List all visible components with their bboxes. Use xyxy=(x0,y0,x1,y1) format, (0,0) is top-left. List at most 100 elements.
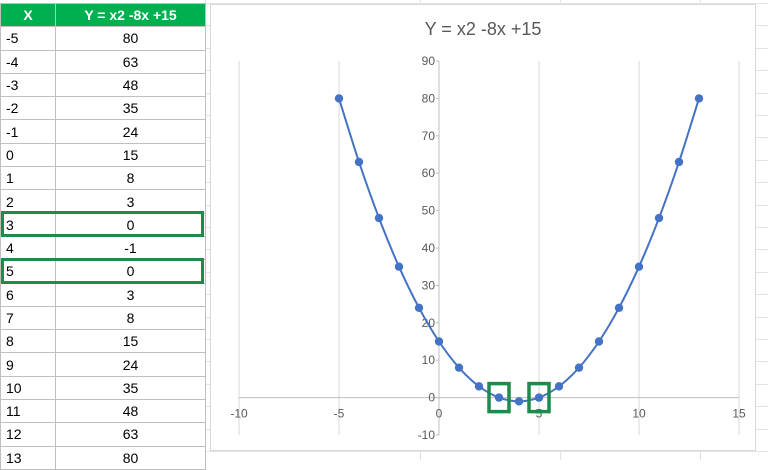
data-point xyxy=(554,382,564,391)
table-row: 4 -1 xyxy=(0,235,206,261)
cell-y[interactable]: 3 xyxy=(55,282,206,307)
data-point xyxy=(334,94,344,103)
data-table: X Y = x2 -8x +15 -5 80 -4 63 -3 48 -2 35 -1 24 0 15… xyxy=(0,2,206,470)
cell-y[interactable]: 8 xyxy=(55,166,206,191)
cell-y[interactable]: 24 xyxy=(55,352,206,377)
cell-y[interactable]: 15 xyxy=(55,142,206,168)
cell-x[interactable]: 7 xyxy=(0,305,56,331)
data-point xyxy=(514,397,524,406)
data-point xyxy=(674,157,684,167)
row-highlight-box xyxy=(1,211,204,238)
cell-x[interactable]: 6 xyxy=(0,282,56,307)
cell-y[interactable]: -1 xyxy=(55,235,206,261)
cell-x[interactable]: 12 xyxy=(0,422,56,447)
cell-y[interactable]: 8 xyxy=(55,305,206,331)
cell-x[interactable]: -1 xyxy=(0,119,56,144)
cell-y[interactable]: 48 xyxy=(55,399,206,424)
cell-x[interactable]: 4 xyxy=(0,235,56,261)
root-highlight-box xyxy=(527,381,551,414)
y-tick-label: 30 xyxy=(422,278,436,292)
cell-x[interactable]: 2 xyxy=(0,189,56,214)
data-point xyxy=(574,363,584,372)
data-point xyxy=(394,262,404,271)
grid-row-line xyxy=(205,3,768,4)
row-highlight-box xyxy=(1,257,204,285)
data-point xyxy=(534,393,544,402)
y-tick-label: 90 xyxy=(422,54,436,68)
table-row: -3 48 xyxy=(0,72,206,98)
x-tick-label: -5 xyxy=(334,407,345,421)
x-tick-label: 5 xyxy=(536,407,543,421)
y-tick-label: 50 xyxy=(422,204,436,218)
root-highlight-box xyxy=(487,381,511,414)
data-point xyxy=(594,337,604,346)
table-row: -4 63 xyxy=(0,49,206,74)
y-tick-label: -10 xyxy=(418,428,436,442)
data-point xyxy=(654,213,664,223)
y-tick-label: 0 xyxy=(428,391,435,405)
cell-x[interactable]: 13 xyxy=(0,445,56,470)
header-y[interactable]: Y = x2 -8x +15 xyxy=(55,2,206,28)
table-row: 9 24 xyxy=(0,352,206,377)
table-row: 10 35 xyxy=(0,375,206,401)
table-header-row: X Y = x2 -8x +15 xyxy=(0,2,206,28)
table-row: -1 24 xyxy=(0,119,206,144)
table-row: 12 63 xyxy=(0,422,206,447)
grid-row-line xyxy=(205,451,768,452)
data-point xyxy=(474,382,484,391)
chart-title: Y = x2 -8x +15 xyxy=(424,19,542,39)
cell-y[interactable]: 35 xyxy=(55,96,206,121)
cell-x[interactable]: -2 xyxy=(0,96,56,121)
cell-x[interactable]: 0 xyxy=(0,142,56,168)
cell-x[interactable]: 10 xyxy=(0,375,56,401)
data-point xyxy=(614,303,624,313)
cell-y[interactable]: 63 xyxy=(55,422,206,447)
table-row: 0 15 xyxy=(0,142,206,168)
header-x[interactable]: X xyxy=(0,2,56,28)
cell-y[interactable]: 80 xyxy=(55,445,206,470)
x-tick-label: 0 xyxy=(436,407,443,421)
cell-y[interactable]: 15 xyxy=(55,329,206,354)
x-tick-label: -10 xyxy=(230,407,248,421)
cell-x[interactable]: 11 xyxy=(0,399,56,424)
data-point xyxy=(494,393,504,402)
y-tick-label: 40 xyxy=(422,241,436,255)
series-line xyxy=(338,98,700,403)
data-point xyxy=(694,94,704,103)
chart-area[interactable]: Y = x2 -8x +15 -10 0 10 20 30 40 50 60 70 80 90 -10… xyxy=(210,4,756,451)
data-point xyxy=(634,262,644,271)
data-point xyxy=(374,213,384,223)
cell-y[interactable]: 3 xyxy=(55,189,206,214)
cell-x[interactable]: 8 xyxy=(0,329,56,354)
x-tick-label: 10 xyxy=(632,407,646,421)
cell-x[interactable]: 1 xyxy=(0,166,56,191)
table-row: -5 80 xyxy=(0,26,206,51)
data-point xyxy=(434,337,444,346)
table-row: 13 80 xyxy=(0,445,206,470)
cell-y[interactable]: 24 xyxy=(55,119,206,144)
cell-y[interactable]: 35 xyxy=(55,375,206,401)
cell-y[interactable]: 80 xyxy=(55,26,206,51)
cell-x[interactable]: -4 xyxy=(0,49,56,74)
y-tick-label: 10 xyxy=(422,353,436,367)
cell-x[interactable]: -3 xyxy=(0,72,56,98)
data-point xyxy=(414,303,424,313)
x-tick-label: 15 xyxy=(732,407,746,421)
cell-x[interactable]: 9 xyxy=(0,352,56,377)
cell-y[interactable]: 48 xyxy=(55,72,206,98)
y-tick-label: 60 xyxy=(422,166,436,180)
y-tick-label: 70 xyxy=(422,129,436,143)
grid-column-line xyxy=(205,0,206,460)
table-row: 8 15 xyxy=(0,329,206,354)
cell-x[interactable]: -5 xyxy=(0,26,56,51)
cell-y[interactable]: 63 xyxy=(55,49,206,74)
data-point xyxy=(354,157,364,167)
y-tick-label: 80 xyxy=(422,91,436,105)
table-row: 11 48 xyxy=(0,399,206,424)
